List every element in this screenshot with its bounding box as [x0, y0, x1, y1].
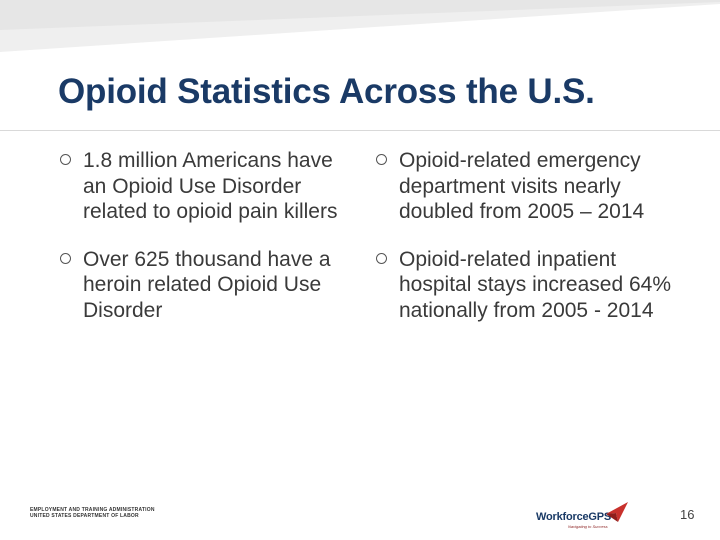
logo-tagline: Navigating to Success — [568, 524, 608, 529]
left-column: 1.8 million Americans have an Opioid Use… — [60, 148, 360, 345]
hollow-circle-bullet-icon — [376, 252, 387, 264]
workforcegps-logo: WorkforceGPS Navigating to Success — [536, 500, 636, 530]
agency-line-2: UNITED STATES DEPARTMENT OF LABOR — [30, 513, 139, 519]
page-title: Opioid Statistics Across the U.S. — [58, 72, 595, 111]
hollow-circle-bullet-icon — [376, 154, 387, 165]
title-divider — [0, 130, 720, 131]
bullet-text: Opioid-related emergency department visi… — [399, 149, 645, 223]
bullet-text: Over 625 thousand have a heroin related … — [83, 247, 331, 322]
bullet-item: Over 625 thousand have a heroin related … — [60, 247, 360, 324]
red-arrow-logo-icon — [606, 502, 628, 522]
decorative-top-band — [0, 0, 720, 60]
hollow-circle-bullet-icon — [60, 154, 71, 165]
page-number: 16 — [680, 507, 695, 522]
agency-footer: EMPLOYMENT AND TRAINING ADMINISTRATION U… — [30, 507, 155, 519]
bullet-item: Opioid-related emergency department visi… — [376, 148, 676, 225]
agency-line-1: EMPLOYMENT AND TRAINING ADMINISTRATION — [30, 507, 155, 513]
logo-wordmark: WorkforceGPS — [536, 511, 612, 523]
bullet-item: 1.8 million Americans have an Opioid Use… — [60, 148, 360, 225]
bullet-item: Opioid-related inpatient hospital stays … — [376, 247, 676, 324]
hollow-circle-bullet-icon — [60, 252, 71, 264]
bullet-text: Opioid-related inpatient hospital stays … — [399, 247, 671, 322]
bullet-text: 1.8 million Americans have an Opioid Use… — [83, 149, 338, 223]
right-column: Opioid-related emergency department visi… — [376, 148, 676, 345]
